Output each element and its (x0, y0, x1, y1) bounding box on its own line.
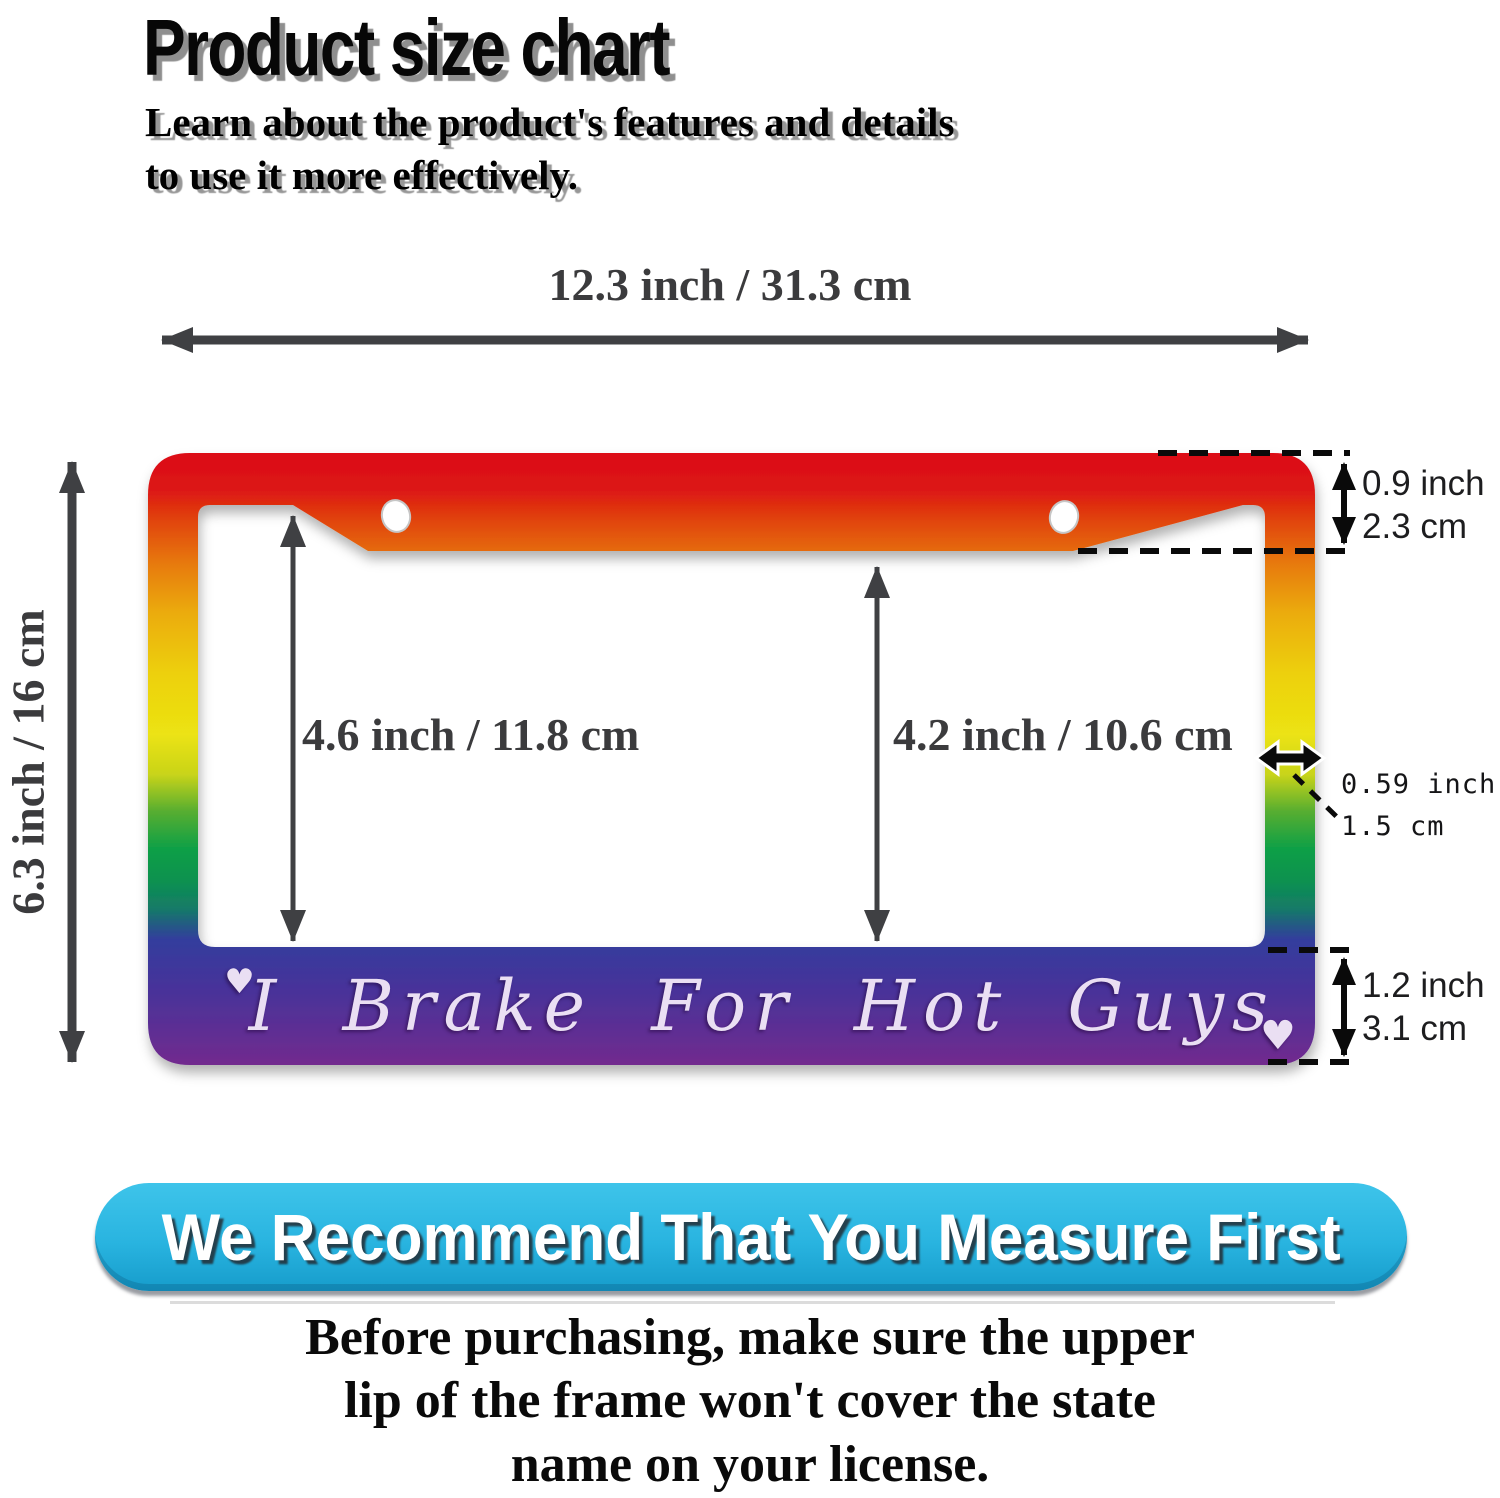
top-lip-inch: 0.9 inch (1362, 464, 1485, 503)
purchase-note: Before purchasing, make sure the upper l… (0, 1306, 1500, 1496)
page-title: Product size chart (143, 3, 671, 92)
purchase-note-line-2: lip of the frame won't cover the state (343, 1372, 1157, 1430)
recommendation-banner: We Recommend That You Measure First (95, 1183, 1407, 1291)
banner-underline (170, 1301, 1335, 1304)
frame-engraving-text: I Brake For Hot Guys (248, 965, 1276, 1047)
inner-height-right-label: 4.2 inch / 10.6 cm (893, 709, 1233, 760)
top-lip-cm: 2.3 cm (1362, 507, 1468, 547)
subtitle-line-2: to use it more effectively. (145, 152, 578, 199)
screw-hole-right (1048, 500, 1080, 534)
inner-height-left-label: 4.6 inch / 11.8 cm (302, 709, 640, 760)
heart-icon: ♥ (1259, 1013, 1296, 1059)
bottom-bar-dimension-label: 1.2 inch 3.1 cm (1362, 964, 1485, 1051)
subtitle-line-1: Learn about the product's features and d… (145, 99, 955, 145)
side-width-dimension-label: 0.59 inch 1.5 cm (1341, 764, 1496, 848)
top-lip-dimension-label: 0.9 inch 2.3 cm (1362, 462, 1485, 549)
screw-hole-left (380, 499, 412, 533)
side-width-cm: 1.5 cm (1341, 810, 1445, 842)
outer-width-label: 12.3 inch / 31.3 cm (548, 259, 912, 310)
side-width-inch: 0.59 inch (1341, 769, 1497, 800)
bottom-bar-inch: 1.2 inch (1362, 966, 1485, 1005)
license-plate-frame (148, 453, 1315, 1065)
heart-icon: ♥ (224, 962, 255, 1002)
side-width-arrow (1253, 739, 1327, 777)
recommendation-banner-text: We Recommend That You Measure First (161, 1200, 1341, 1274)
purchase-note-line-3: name on your license. (510, 1435, 990, 1493)
outer-height-label: 6.3 inch / 16 cm (2, 609, 54, 915)
side-width-dashed-leader (1292, 773, 1340, 820)
frame-engraving: ♥ I Brake For Hot Guys ♥ (205, 950, 1315, 1062)
bottom-bar-cm: 3.1 cm (1362, 1009, 1468, 1049)
page-subtitle: Learn about the product's features and d… (145, 96, 954, 203)
purchase-note-line-1: Before purchasing, make sure the upper (305, 1309, 1195, 1366)
